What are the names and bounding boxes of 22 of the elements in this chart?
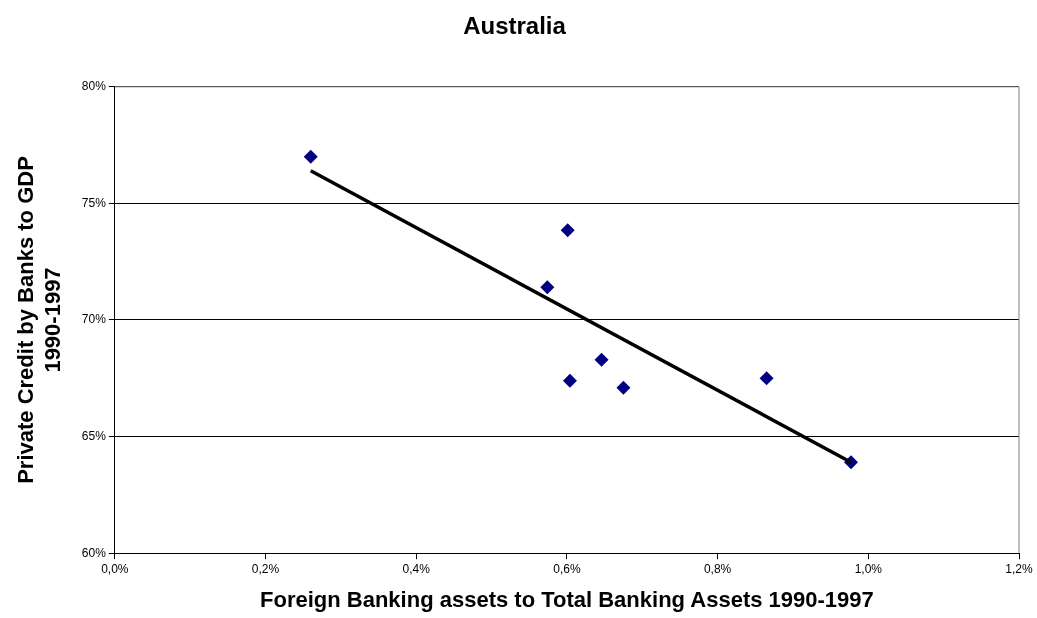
y-tick-label: 70%	[81, 312, 107, 327]
x-tick-label: 0,4%	[402, 561, 431, 576]
point	[303, 149, 318, 164]
point	[540, 280, 555, 295]
chart-title: Australia	[463, 12, 567, 40]
point	[562, 373, 577, 388]
x-tick-label: 0,6%	[553, 561, 581, 576]
point	[759, 371, 774, 386]
point	[616, 380, 631, 395]
y-tick-label: 65%	[81, 428, 107, 443]
x-tick-label: 1,2%	[1005, 561, 1033, 576]
x-tick-label: 0,0%	[101, 561, 129, 576]
x-tick-label: 0,2%	[251, 561, 280, 576]
x-tick-label: 0,8%	[703, 561, 732, 576]
x-tick-label: 1,0%	[854, 561, 883, 576]
y-tick-label: 80%	[81, 79, 107, 94]
x-axis-title: Foreign Banking assets to Total Banking Assets 1990-1997	[260, 586, 874, 612]
y-axis-title: Private Credit by Banks to GDP 1990-1997	[13, 156, 65, 484]
point	[594, 352, 609, 367]
y-tick-label: 75%	[81, 195, 107, 210]
point	[560, 223, 575, 238]
y-tick-label: 60%	[81, 545, 107, 560]
